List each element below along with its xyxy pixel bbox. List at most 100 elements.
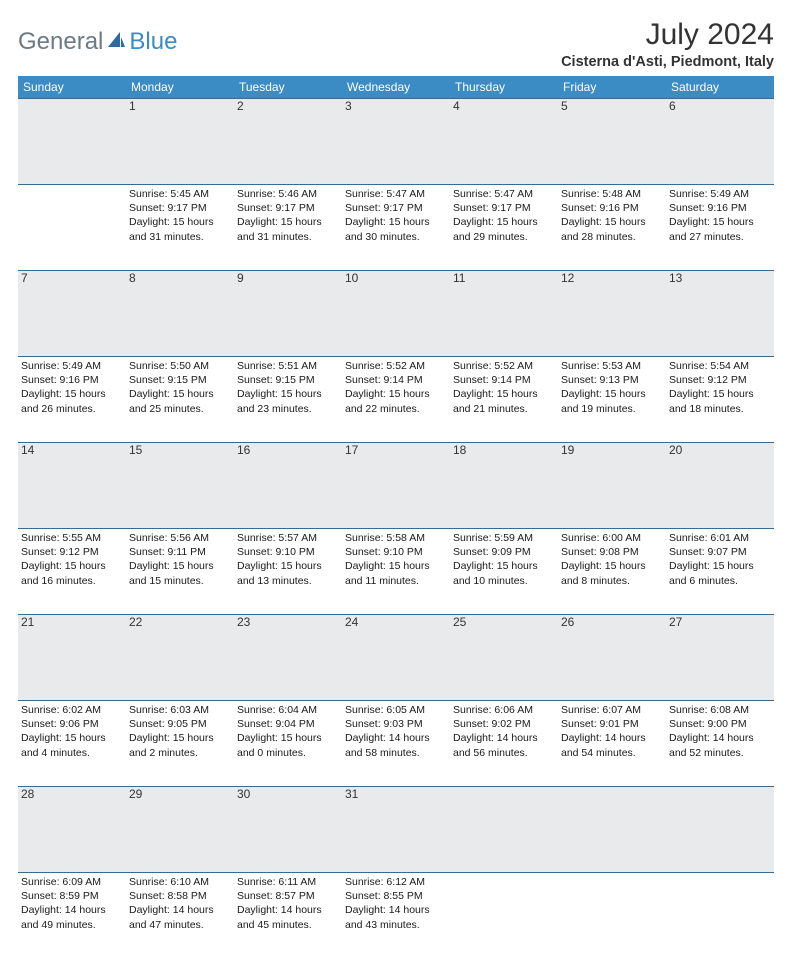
sail-icon [105, 29, 127, 56]
weekday-header: Sunday [18, 76, 126, 99]
day-content: Sunrise: 5:49 AMSunset: 9:16 PMDaylight:… [21, 357, 123, 416]
day-number-cell: 6 [666, 99, 774, 185]
calendar-day-cell: Sunrise: 6:00 AMSunset: 9:08 PMDaylight:… [558, 529, 666, 615]
day-number-cell: 7 [18, 271, 126, 357]
day-number-row: 28293031 [18, 787, 774, 873]
calendar-day-cell: Sunrise: 6:10 AMSunset: 8:58 PMDaylight:… [126, 873, 234, 959]
day-number-cell [450, 787, 558, 873]
day-number-cell: 12 [558, 271, 666, 357]
day-content: Sunrise: 5:54 AMSunset: 9:12 PMDaylight:… [669, 357, 771, 416]
day-content: Sunrise: 6:11 AMSunset: 8:57 PMDaylight:… [237, 873, 339, 932]
calendar-day-cell: Sunrise: 5:52 AMSunset: 9:14 PMDaylight:… [342, 357, 450, 443]
day-number-row: 21222324252627 [18, 615, 774, 701]
day-content: Sunrise: 5:47 AMSunset: 9:17 PMDaylight:… [345, 185, 447, 244]
calendar-week-row: Sunrise: 5:55 AMSunset: 9:12 PMDaylight:… [18, 529, 774, 615]
day-number-cell: 29 [126, 787, 234, 873]
day-content: Sunrise: 5:52 AMSunset: 9:14 PMDaylight:… [453, 357, 555, 416]
day-number-cell: 8 [126, 271, 234, 357]
calendar-day-cell: Sunrise: 5:48 AMSunset: 9:16 PMDaylight:… [558, 185, 666, 271]
day-content: Sunrise: 6:09 AMSunset: 8:59 PMDaylight:… [21, 873, 123, 932]
calendar-day-cell: Sunrise: 6:11 AMSunset: 8:57 PMDaylight:… [234, 873, 342, 959]
day-number-cell [666, 787, 774, 873]
calendar-day-cell: Sunrise: 6:07 AMSunset: 9:01 PMDaylight:… [558, 701, 666, 787]
day-number-cell: 4 [450, 99, 558, 185]
title-block: July 2024 Cisterna d'Asti, Piedmont, Ita… [561, 18, 774, 70]
day-content: Sunrise: 5:56 AMSunset: 9:11 PMDaylight:… [129, 529, 231, 588]
calendar-day-cell: Sunrise: 5:50 AMSunset: 9:15 PMDaylight:… [126, 357, 234, 443]
calendar-day-cell: Sunrise: 5:49 AMSunset: 9:16 PMDaylight:… [666, 185, 774, 271]
calendar-day-cell: Sunrise: 6:01 AMSunset: 9:07 PMDaylight:… [666, 529, 774, 615]
day-number-cell [558, 787, 666, 873]
calendar-day-cell: Sunrise: 6:02 AMSunset: 9:06 PMDaylight:… [18, 701, 126, 787]
calendar-day-cell: Sunrise: 5:58 AMSunset: 9:10 PMDaylight:… [342, 529, 450, 615]
calendar-day-cell: Sunrise: 5:51 AMSunset: 9:15 PMDaylight:… [234, 357, 342, 443]
day-number-cell: 15 [126, 443, 234, 529]
day-number-cell: 31 [342, 787, 450, 873]
day-number-cell: 1 [126, 99, 234, 185]
day-content: Sunrise: 5:51 AMSunset: 9:15 PMDaylight:… [237, 357, 339, 416]
calendar-day-cell: Sunrise: 6:06 AMSunset: 9:02 PMDaylight:… [450, 701, 558, 787]
logo: General Blue [18, 28, 177, 56]
calendar-day-cell: Sunrise: 5:47 AMSunset: 9:17 PMDaylight:… [342, 185, 450, 271]
calendar-week-row: Sunrise: 5:45 AMSunset: 9:17 PMDaylight:… [18, 185, 774, 271]
day-content: Sunrise: 5:46 AMSunset: 9:17 PMDaylight:… [237, 185, 339, 244]
weekday-header: Friday [558, 76, 666, 99]
calendar-day-cell: Sunrise: 5:49 AMSunset: 9:16 PMDaylight:… [18, 357, 126, 443]
day-number-cell: 25 [450, 615, 558, 701]
day-content: Sunrise: 6:00 AMSunset: 9:08 PMDaylight:… [561, 529, 663, 588]
weekday-header: Wednesday [342, 76, 450, 99]
calendar-day-cell: Sunrise: 5:59 AMSunset: 9:09 PMDaylight:… [450, 529, 558, 615]
calendar-day-cell: Sunrise: 6:12 AMSunset: 8:55 PMDaylight:… [342, 873, 450, 959]
calendar-day-cell: Sunrise: 5:46 AMSunset: 9:17 PMDaylight:… [234, 185, 342, 271]
calendar-day-cell: Sunrise: 6:08 AMSunset: 9:00 PMDaylight:… [666, 701, 774, 787]
weekday-header: Thursday [450, 76, 558, 99]
day-number-cell: 13 [666, 271, 774, 357]
day-content: Sunrise: 6:12 AMSunset: 8:55 PMDaylight:… [345, 873, 447, 932]
calendar-day-cell: Sunrise: 6:04 AMSunset: 9:04 PMDaylight:… [234, 701, 342, 787]
day-number-cell: 27 [666, 615, 774, 701]
weekday-header: Saturday [666, 76, 774, 99]
day-content: Sunrise: 5:45 AMSunset: 9:17 PMDaylight:… [129, 185, 231, 244]
day-content: Sunrise: 6:04 AMSunset: 9:04 PMDaylight:… [237, 701, 339, 760]
day-content: Sunrise: 6:07 AMSunset: 9:01 PMDaylight:… [561, 701, 663, 760]
day-number-cell: 26 [558, 615, 666, 701]
day-content: Sunrise: 5:52 AMSunset: 9:14 PMDaylight:… [345, 357, 447, 416]
day-number-cell: 14 [18, 443, 126, 529]
day-content: Sunrise: 5:50 AMSunset: 9:15 PMDaylight:… [129, 357, 231, 416]
day-content: Sunrise: 6:08 AMSunset: 9:00 PMDaylight:… [669, 701, 771, 760]
calendar-day-cell: Sunrise: 5:54 AMSunset: 9:12 PMDaylight:… [666, 357, 774, 443]
day-number-cell: 28 [18, 787, 126, 873]
day-content: Sunrise: 6:06 AMSunset: 9:02 PMDaylight:… [453, 701, 555, 760]
day-number-row: 123456 [18, 99, 774, 185]
day-content: Sunrise: 6:02 AMSunset: 9:06 PMDaylight:… [21, 701, 123, 760]
calendar-day-cell: Sunrise: 5:53 AMSunset: 9:13 PMDaylight:… [558, 357, 666, 443]
calendar-day-cell [450, 873, 558, 959]
day-content: Sunrise: 5:53 AMSunset: 9:13 PMDaylight:… [561, 357, 663, 416]
day-content: Sunrise: 5:55 AMSunset: 9:12 PMDaylight:… [21, 529, 123, 588]
day-content: Sunrise: 5:58 AMSunset: 9:10 PMDaylight:… [345, 529, 447, 588]
calendar-day-cell [558, 873, 666, 959]
day-number-cell: 24 [342, 615, 450, 701]
day-number-cell: 9 [234, 271, 342, 357]
logo-text-blue: Blue [129, 28, 177, 56]
calendar-week-row: Sunrise: 6:02 AMSunset: 9:06 PMDaylight:… [18, 701, 774, 787]
day-number-cell: 23 [234, 615, 342, 701]
day-number-cell: 19 [558, 443, 666, 529]
day-number-cell [18, 99, 126, 185]
day-number-cell: 18 [450, 443, 558, 529]
day-number-cell: 11 [450, 271, 558, 357]
day-number-cell: 21 [18, 615, 126, 701]
calendar-week-row: Sunrise: 5:49 AMSunset: 9:16 PMDaylight:… [18, 357, 774, 443]
day-number-row: 14151617181920 [18, 443, 774, 529]
calendar-week-row: Sunrise: 6:09 AMSunset: 8:59 PMDaylight:… [18, 873, 774, 959]
day-content: Sunrise: 5:57 AMSunset: 9:10 PMDaylight:… [237, 529, 339, 588]
day-number-cell: 2 [234, 99, 342, 185]
calendar-day-cell [18, 185, 126, 271]
day-number-cell: 17 [342, 443, 450, 529]
day-number-row: 78910111213 [18, 271, 774, 357]
day-content: Sunrise: 6:01 AMSunset: 9:07 PMDaylight:… [669, 529, 771, 588]
day-content: Sunrise: 6:03 AMSunset: 9:05 PMDaylight:… [129, 701, 231, 760]
calendar-day-cell: Sunrise: 6:05 AMSunset: 9:03 PMDaylight:… [342, 701, 450, 787]
day-number-cell: 22 [126, 615, 234, 701]
day-number-cell: 30 [234, 787, 342, 873]
